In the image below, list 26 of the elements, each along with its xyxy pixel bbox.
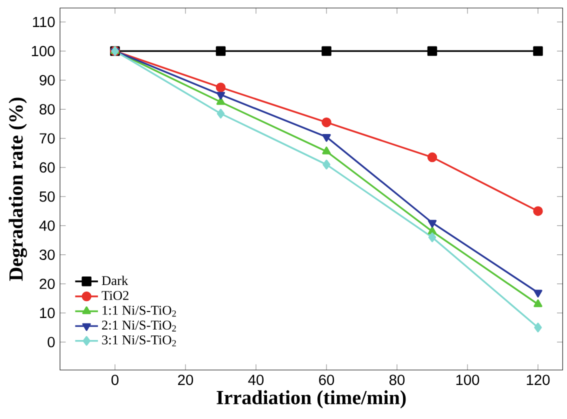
x-tick-label: 100 [456, 374, 480, 386]
legend-label: TiO2 [102, 290, 128, 300]
y-tick-label: 30 [40, 250, 55, 260]
y-tick-label: 100 [32, 46, 55, 56]
y-tick-label: 40 [39, 220, 55, 231]
y-tick-label: 0 [48, 336, 55, 348]
legend-label: 1:1 Ni/S-TiO$_{2}$ [102, 306, 176, 317]
y-axis-title: Degradation rate (%) [8, 98, 27, 281]
y-tick-label: 50 [40, 191, 55, 202]
legend-label: 3:1 Ni/S-TiO$_{2}$ [102, 335, 176, 346]
x-tick-label: 40 [248, 374, 264, 386]
x-tick-label: 60 [319, 374, 334, 386]
x-axis-title: Irradiation (time/min) [216, 390, 406, 408]
y-tick-label: 110 [33, 16, 55, 28]
y-tick-label: 90 [40, 74, 55, 86]
x-tick-label: 120 [526, 374, 550, 386]
y-tick-label: 80 [40, 104, 55, 114]
y-tick-label: 10 [40, 308, 55, 318]
x-tick-label: 80 [389, 374, 405, 386]
x-tick-label: 20 [178, 374, 194, 386]
y-tick-label: 70 [40, 133, 55, 144]
legend-label: Dark [102, 276, 128, 286]
y-tick-label: 60 [40, 162, 55, 173]
legend-label: 2:1 Ni/S-TiO$_{2}$ [102, 320, 176, 332]
y-tick-label: 20 [40, 278, 55, 290]
x-tick-label: 0 [111, 374, 118, 386]
